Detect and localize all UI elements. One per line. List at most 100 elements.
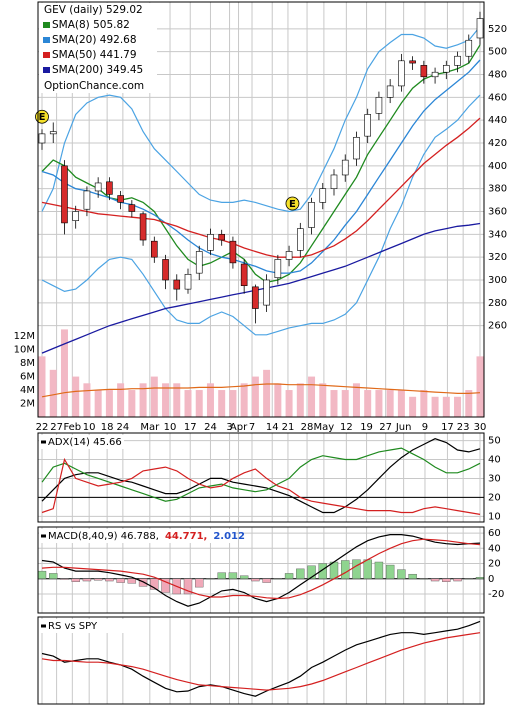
candle-body xyxy=(94,182,102,192)
legend-swatch xyxy=(43,67,50,73)
volume-bar xyxy=(397,390,405,417)
volume-bar xyxy=(184,390,192,417)
candle-body xyxy=(443,65,450,73)
volume-bar xyxy=(251,376,259,417)
x-tick-label: May xyxy=(314,422,335,433)
candle-body xyxy=(38,133,46,144)
histogram-bar xyxy=(352,559,361,579)
y-tick-label: 10 xyxy=(488,511,501,522)
x-tick-label: 10 xyxy=(83,422,96,433)
histogram-bar xyxy=(138,578,148,587)
histogram-bar xyxy=(82,578,92,582)
volume-tick-label: 2M xyxy=(20,399,35,410)
candle-body xyxy=(353,136,360,160)
candle-body xyxy=(106,181,113,195)
indicator-line xyxy=(41,632,481,691)
x-tick-label: Apr xyxy=(230,422,248,433)
volume-bar xyxy=(330,390,338,417)
indicator-line xyxy=(41,457,481,515)
y-tick-label: 50 xyxy=(488,436,501,447)
volume-bar xyxy=(285,390,293,417)
bollinger-lower xyxy=(41,94,481,336)
candle-body xyxy=(139,213,147,241)
volume-bar xyxy=(206,383,214,417)
histogram-bar xyxy=(228,572,238,579)
indicator-line xyxy=(41,538,481,600)
bollinger-upper xyxy=(41,26,481,213)
x-tick-label: 17 xyxy=(441,422,454,433)
volume-bar xyxy=(83,383,91,417)
x-tick-label: 21 xyxy=(282,422,295,433)
volume-bar xyxy=(173,383,181,417)
volume-bar xyxy=(139,383,147,417)
x-tick-label: 30 xyxy=(474,422,487,433)
panel-title: MACD(8,40,9) 46.788, 44.771, 2.012 xyxy=(48,531,245,542)
histogram-bar xyxy=(464,578,473,580)
volume-tick-label: 12M xyxy=(14,331,35,342)
panel-border xyxy=(37,1,485,418)
y-tick-label: 340 xyxy=(488,229,507,240)
histogram-bar xyxy=(363,559,372,579)
histogram-bar xyxy=(206,578,215,580)
histogram-bar xyxy=(273,578,283,580)
y-tick-label: 20 xyxy=(488,559,501,570)
x-tick-label: 3 xyxy=(226,422,232,433)
candle-body xyxy=(308,202,315,228)
x-tick-label: 24 xyxy=(116,422,129,433)
sma-line xyxy=(41,59,481,274)
volume-bar xyxy=(162,383,170,417)
volume-bar xyxy=(150,376,158,417)
legend-box xyxy=(39,3,157,93)
volume-tick-label: 4M xyxy=(20,385,35,396)
histogram-bar xyxy=(475,577,485,579)
volume-average-line xyxy=(41,383,481,398)
volume-bar xyxy=(263,369,271,417)
y-tick-label: 30 xyxy=(488,473,501,484)
y-tick-label: 360 xyxy=(488,207,507,218)
histogram-bar xyxy=(251,578,260,582)
earnings-label: E xyxy=(289,199,296,210)
title-background xyxy=(39,529,234,543)
volume-bar xyxy=(319,383,327,417)
legend-entry: SMA(50) 441.79 xyxy=(52,49,137,61)
y-tick-label: 60 xyxy=(488,528,501,539)
candle-body xyxy=(128,204,136,212)
candle-body xyxy=(341,159,349,176)
y-tick-label: 260 xyxy=(488,321,507,332)
legend-swatch xyxy=(43,22,50,28)
legend-swatch xyxy=(43,52,50,58)
y-tick-label: 520 xyxy=(488,24,507,35)
histogram-bar xyxy=(374,561,384,579)
earnings-marker xyxy=(35,109,49,124)
panel-title: RS vs SPY xyxy=(48,621,98,632)
histogram-bar xyxy=(453,578,462,582)
candle-body xyxy=(252,286,259,309)
histogram-bar xyxy=(239,575,249,579)
candle-body xyxy=(420,65,428,78)
histogram-bar xyxy=(71,578,80,582)
panel-title: ADX(14) 45.66 xyxy=(48,437,122,448)
volume-bar xyxy=(431,396,439,417)
volume-bar xyxy=(240,383,248,417)
candle-body xyxy=(285,251,293,260)
volume-bar xyxy=(195,390,203,417)
x-tick-label: 12 xyxy=(340,422,353,433)
volume-bar xyxy=(218,390,226,417)
histogram-bar xyxy=(60,578,69,580)
histogram-bar xyxy=(408,573,417,579)
histogram-bar xyxy=(385,564,395,579)
volume-bar xyxy=(128,390,136,417)
x-tick-label: 23 xyxy=(457,422,470,433)
x-tick-label: 9 xyxy=(422,422,428,433)
y-tick-label: 420 xyxy=(488,138,507,149)
histogram-bar xyxy=(116,578,125,583)
histogram-bar xyxy=(49,573,58,579)
histogram-bar xyxy=(127,578,137,584)
candle-body xyxy=(274,259,282,279)
x-tick-label: Feb xyxy=(63,422,81,433)
candle-body xyxy=(184,273,192,290)
candle-body xyxy=(454,55,461,66)
x-tick-label: Mar xyxy=(140,422,160,433)
x-tick-label: 24 xyxy=(204,422,217,433)
volume-bar xyxy=(352,383,360,417)
